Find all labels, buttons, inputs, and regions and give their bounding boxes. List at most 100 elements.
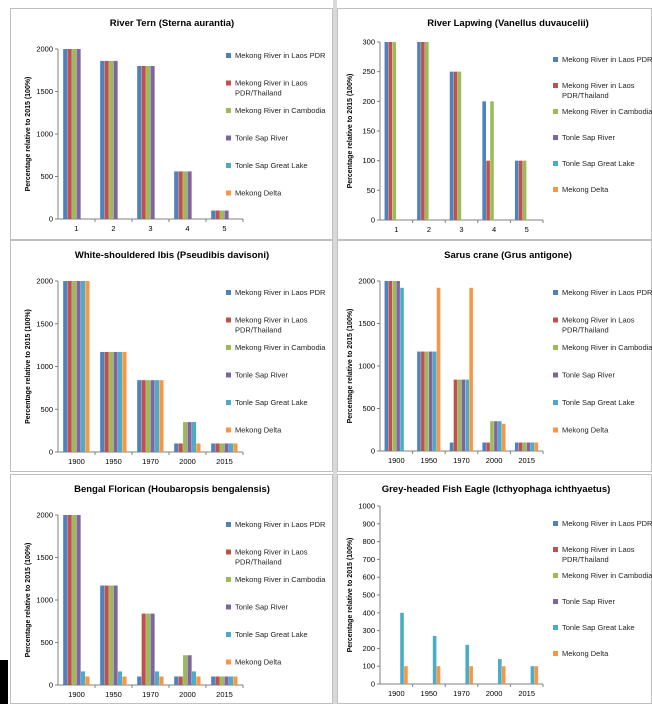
bar xyxy=(196,676,201,685)
bar xyxy=(159,380,164,452)
bar xyxy=(63,515,68,685)
y-tick-label: 1000 xyxy=(36,362,53,371)
bar xyxy=(154,671,160,685)
bar xyxy=(522,442,527,451)
legend-swatch xyxy=(553,109,558,114)
bar xyxy=(211,210,216,219)
y-axis-label: Percentage relative to 2015 (100%) xyxy=(347,309,354,424)
legend-label: Tonle Sap River xyxy=(562,133,615,142)
legend-swatch xyxy=(553,161,558,166)
y-tick-label: 0 xyxy=(49,681,53,690)
legend-swatch xyxy=(226,659,231,665)
legend-label: Tonle Sap Great Lake xyxy=(562,623,635,632)
bar xyxy=(453,379,458,451)
y-tick-label: 0 xyxy=(49,448,53,457)
bar xyxy=(141,613,146,685)
y-tick-label: 2000 xyxy=(36,277,53,286)
legend-label: Mekong River in Laos PDR xyxy=(562,288,652,297)
legend-label: PDR/Thailand xyxy=(235,558,282,567)
bar xyxy=(187,655,192,685)
legend-label: Tonle Sap River xyxy=(235,371,288,380)
y-tick-label: 500 xyxy=(40,405,53,414)
bar xyxy=(154,380,160,452)
bar xyxy=(100,351,105,452)
y-tick-label: 500 xyxy=(362,404,375,413)
bar xyxy=(215,676,220,685)
y-tick-label: 200 xyxy=(362,644,375,653)
legend-label: Tonle Sap River xyxy=(562,597,615,606)
y-tick-label: 0 xyxy=(371,447,375,456)
legend-swatch xyxy=(553,400,558,405)
chart-grey-headed-fish-eagle: Grey-headed Fish Eagle (Icthyophaga icht… xyxy=(347,484,652,698)
legend-swatch xyxy=(226,427,231,433)
bar xyxy=(100,60,105,220)
chart-title: Bengal Florican (Houbaropsis bengalensis… xyxy=(74,484,270,495)
x-tick-label: 1 xyxy=(74,224,78,233)
legend-swatch xyxy=(553,625,558,630)
bar xyxy=(137,380,142,452)
bar xyxy=(215,210,220,219)
bar xyxy=(400,287,404,451)
bar xyxy=(392,281,396,451)
x-tick-label: 4 xyxy=(185,224,189,233)
bar xyxy=(150,66,155,219)
bar xyxy=(396,281,400,451)
black-edge-block xyxy=(0,660,8,704)
bar xyxy=(482,101,486,220)
x-tick-label: 1900 xyxy=(68,690,85,699)
legend-swatch xyxy=(226,53,231,58)
legend-swatch xyxy=(226,317,231,323)
y-tick-label: 700 xyxy=(362,555,375,564)
bar xyxy=(141,66,146,219)
y-tick-label: 0 xyxy=(49,215,53,224)
y-axis-label: Percentage relative to 2015 (100%) xyxy=(25,309,32,424)
bar xyxy=(522,160,527,220)
legend-swatch xyxy=(226,604,231,610)
legend-swatch xyxy=(226,632,231,637)
bar xyxy=(113,585,118,685)
bar xyxy=(501,423,506,451)
legend-swatch xyxy=(226,400,231,405)
legend-label: Mekong Delta xyxy=(235,426,282,435)
bar xyxy=(417,42,421,220)
bar xyxy=(518,442,523,451)
bar xyxy=(104,585,109,685)
legend-swatch xyxy=(553,317,558,323)
legend-label: Mekong Delta xyxy=(235,189,282,198)
bar xyxy=(196,443,201,452)
legend-swatch xyxy=(553,83,558,88)
bar xyxy=(388,42,393,220)
bar xyxy=(85,281,90,452)
legend-swatch xyxy=(553,345,558,350)
bar xyxy=(113,351,118,452)
x-tick-label: 2015 xyxy=(216,457,233,466)
legend-label: Mekong River in Laos xyxy=(562,316,635,325)
bar xyxy=(486,442,490,451)
bar xyxy=(178,676,183,685)
legend-label: PDR/Thailand xyxy=(562,91,609,100)
bar xyxy=(63,281,68,452)
y-tick-label: 1000 xyxy=(358,362,375,371)
y-tick-label: 2000 xyxy=(358,277,375,286)
y-tick-label: 400 xyxy=(362,608,375,617)
bar xyxy=(498,659,502,684)
bar xyxy=(424,42,429,220)
bar xyxy=(457,71,462,220)
legend-label: Tonle Sap Great Lake xyxy=(562,159,635,168)
bar xyxy=(224,210,229,219)
x-tick-label: 2015 xyxy=(216,690,233,699)
bar xyxy=(137,676,142,685)
legend-swatch xyxy=(553,547,558,552)
chart-title: River Lapwing (Vanellus duvaucelii) xyxy=(427,18,589,29)
x-tick-label: 5 xyxy=(222,224,226,233)
legend-swatch xyxy=(553,290,558,295)
legend-swatch xyxy=(553,521,558,526)
chart-title: Grey-headed Fish Eagle (Icthyophaga icht… xyxy=(382,484,611,495)
legend-label: Mekong River in Cambodia xyxy=(562,571,652,580)
legend-label: Mekong River in Cambodia xyxy=(562,343,652,352)
legend-label: PDR/Thailand xyxy=(235,326,282,335)
bar xyxy=(76,49,81,219)
bar xyxy=(494,421,498,451)
y-tick-label: 600 xyxy=(362,573,375,582)
legend-label: Tonle Sap River xyxy=(235,603,288,612)
